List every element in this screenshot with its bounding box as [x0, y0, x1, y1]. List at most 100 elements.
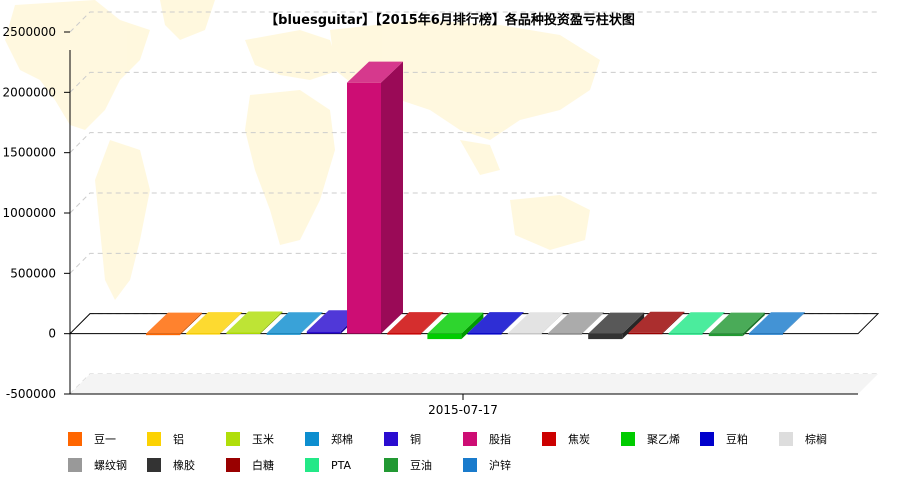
legend-swatch — [463, 432, 477, 446]
bar-top — [427, 312, 484, 334]
legend-label: 玉米 — [252, 433, 274, 446]
legend-swatch — [305, 458, 319, 472]
legend-item[interactable]: 棕榈 — [779, 430, 827, 448]
legend-item[interactable]: 铝 — [147, 430, 184, 448]
legend-swatch — [147, 432, 161, 446]
bar-front — [749, 333, 783, 335]
legend-item[interactable]: 螺纹钢 — [68, 456, 127, 474]
world-map-background — [5, 0, 600, 300]
legend-label: 焦炭 — [568, 433, 590, 446]
legend-item[interactable]: 焦炭 — [542, 430, 590, 448]
legend-item[interactable]: 豆粕 — [700, 430, 748, 448]
legend-item[interactable]: 玉米 — [226, 430, 274, 448]
legend-item[interactable]: PTA — [305, 456, 351, 474]
bar-side — [582, 312, 604, 334]
y-tick-label: 0 — [48, 327, 56, 341]
bar-top — [588, 312, 645, 334]
legend-swatch — [226, 432, 240, 446]
bar-front — [668, 333, 703, 335]
bar-side — [300, 312, 323, 334]
x-tick-label: 2015-07-17 — [428, 403, 498, 417]
legend-item[interactable]: 郑棉 — [305, 430, 353, 448]
bar-side — [421, 312, 444, 334]
bar — [668, 312, 725, 335]
bar-front — [306, 331, 341, 334]
legend-item[interactable]: 股指 — [463, 430, 511, 448]
bar-front — [266, 333, 301, 335]
bar-front — [186, 333, 221, 335]
bar-front — [628, 332, 663, 335]
bar-side — [220, 312, 243, 334]
bar-side — [742, 312, 765, 337]
legend-item[interactable]: 豆油 — [384, 456, 432, 474]
legend-label: 沪锌 — [489, 459, 511, 472]
bar-side — [260, 311, 283, 334]
grid-line — [69, 71, 878, 93]
bars — [146, 61, 805, 340]
bar-front — [347, 82, 381, 334]
legend-label: 橡胶 — [173, 459, 195, 472]
bar-side — [541, 312, 564, 334]
legend-item[interactable]: 聚乙烯 — [621, 430, 680, 448]
legend-swatch — [542, 432, 556, 446]
legend-label: 郑棉 — [331, 433, 353, 446]
legend-swatch — [226, 458, 240, 472]
bar-top — [347, 61, 403, 83]
bar — [507, 312, 564, 335]
bar-front — [427, 333, 462, 340]
legend-label: 豆油 — [410, 459, 432, 472]
legend-label: 螺纹钢 — [94, 459, 127, 472]
legend-item[interactable]: 铜 — [384, 430, 421, 448]
bar — [146, 312, 202, 336]
bar — [467, 312, 524, 335]
legend-item[interactable]: 白糖 — [226, 456, 274, 474]
bar-top — [749, 312, 805, 334]
bar — [266, 312, 323, 335]
grid-line — [69, 132, 878, 154]
legend-swatch — [384, 458, 398, 472]
bar-front — [467, 333, 502, 335]
legend-swatch — [384, 432, 398, 446]
legend-label: 铝 — [173, 433, 184, 446]
bar-top — [226, 311, 283, 333]
legend-label: 棕榈 — [805, 433, 827, 446]
y-tick-label: 1000000 — [3, 206, 56, 220]
bar-front — [226, 332, 261, 334]
grid-line — [69, 252, 878, 274]
bar-side — [662, 311, 685, 334]
axes: 2500000 2000000 1500000 1000000 500000 0 -5000… — [3, 25, 858, 417]
legend-swatch — [700, 432, 714, 446]
bar-front — [146, 333, 180, 336]
bar-side — [702, 312, 725, 334]
bar-top — [668, 312, 725, 334]
bar-top — [186, 312, 243, 334]
bar-side — [461, 312, 484, 340]
legend-item[interactable]: 豆一 — [68, 430, 116, 448]
y-tick-label: 2500000 — [3, 25, 56, 39]
bar-top — [146, 312, 202, 334]
bar-front — [507, 333, 542, 335]
chart-title: 【bluesguitar】【2015年6月排行榜】各品种投资盈亏柱状图 — [265, 12, 635, 28]
bar — [427, 312, 484, 340]
bar-side — [783, 312, 805, 334]
bar — [628, 311, 685, 335]
legend-item[interactable]: 橡胶 — [147, 456, 195, 474]
legend-label: 豆一 — [94, 433, 116, 446]
bar — [387, 312, 444, 335]
legend-item[interactable]: 沪锌 — [463, 456, 511, 474]
bar — [749, 312, 805, 335]
legend-label: 白糖 — [252, 459, 274, 472]
legend-label: 股指 — [489, 433, 511, 446]
bar-side — [381, 61, 403, 334]
y-tick-label: 500000 — [10, 266, 56, 280]
bar-top — [266, 312, 323, 334]
bar-front — [588, 333, 623, 340]
bar-top — [708, 312, 765, 334]
legend-label: PTA — [331, 458, 352, 472]
legend-swatch — [68, 432, 82, 446]
grid-line — [69, 192, 878, 214]
legend-swatch — [621, 432, 635, 446]
bar — [708, 312, 765, 337]
bar-top — [628, 311, 685, 333]
bar-top — [387, 312, 444, 334]
